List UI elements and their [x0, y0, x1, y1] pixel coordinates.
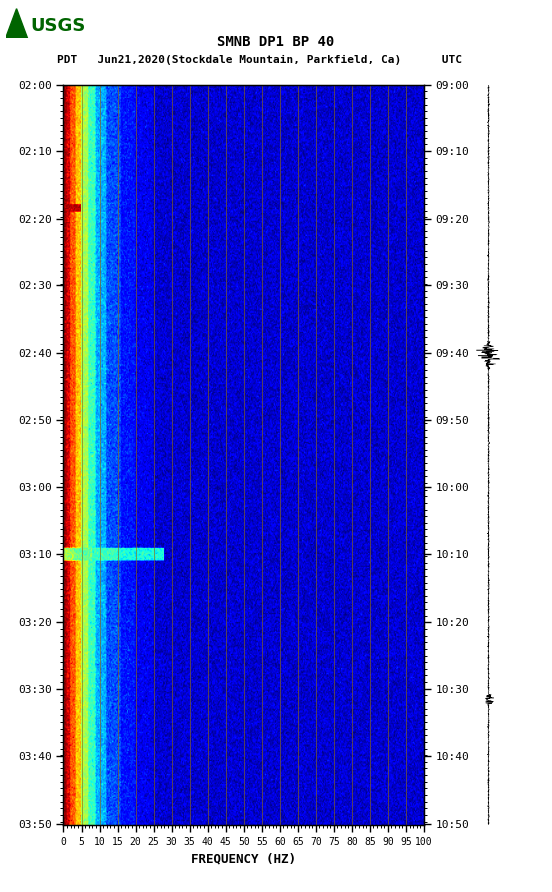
Polygon shape: [6, 9, 28, 38]
Text: PDT   Jun21,2020(Stockdale Mountain, Parkfield, Ca)      UTC: PDT Jun21,2020(Stockdale Mountain, Parkf…: [57, 54, 462, 65]
Text: SMNB DP1 BP 40: SMNB DP1 BP 40: [217, 35, 335, 49]
Text: USGS: USGS: [30, 17, 86, 35]
X-axis label: FREQUENCY (HZ): FREQUENCY (HZ): [191, 853, 296, 865]
